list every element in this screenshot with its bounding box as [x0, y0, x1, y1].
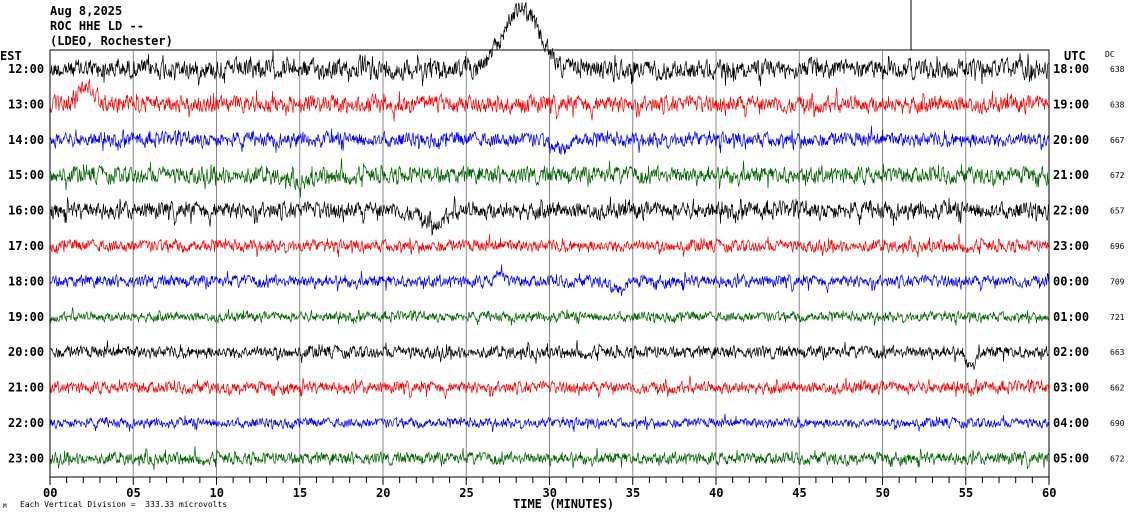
trace-row-1600: [49, 196, 1050, 236]
trace-row-1400: [49, 125, 1050, 155]
x-tick-label: 05: [126, 486, 140, 500]
trace-row-1200: [49, 1, 1050, 87]
x-tick-label: 40: [709, 486, 723, 500]
utc-label: 04:00: [1053, 416, 1089, 430]
dc-value: 667: [1110, 136, 1125, 145]
trace-row-2200: [49, 413, 1050, 432]
est-label: 16:00: [8, 204, 44, 218]
utc-label: 22:00: [1053, 204, 1089, 218]
trace-row-2000: [49, 340, 1050, 370]
trace-row-1800: [49, 264, 1050, 297]
est-label: 14:00: [8, 133, 44, 147]
x-tick-label: 45: [792, 486, 806, 500]
scale-note: Each Vertical Division = 333.33 microvol…: [20, 500, 228, 509]
dc-value: 662: [1110, 384, 1125, 393]
network-label: (LDEO, Rochester): [50, 34, 173, 48]
x-axis-title: TIME (MINUTES): [513, 497, 614, 511]
est-label: 23:00: [8, 451, 44, 465]
dc-value: 696: [1110, 242, 1125, 251]
x-tick-label: 30: [543, 486, 557, 500]
dc-value: 672: [1110, 171, 1125, 180]
est-label: 18:00: [8, 274, 44, 288]
utc-label: 03:00: [1053, 381, 1089, 395]
est-label: 19:00: [8, 310, 44, 324]
utc-label: 05:00: [1053, 451, 1089, 465]
station-label: ROC HHE LD --: [50, 19, 144, 33]
est-label: 13:00: [8, 97, 44, 111]
trace-row-1700: [49, 233, 1050, 258]
trace-row-1500: [49, 158, 1050, 198]
est-label: 20:00: [8, 345, 44, 359]
est-axis-title: EST: [0, 49, 22, 63]
dc-value: 663: [1110, 348, 1125, 357]
utc-axis-title: UTC: [1064, 49, 1086, 63]
trace-row-2100: [49, 375, 1050, 400]
x-tick-label: 20: [376, 486, 390, 500]
x-tick-label: 15: [293, 486, 307, 500]
dc-value: 709: [1110, 277, 1125, 286]
trace-row-1900: [49, 307, 1050, 326]
dc-value: 638: [1110, 100, 1125, 109]
utc-label: 18:00: [1053, 62, 1089, 76]
x-tick-label: 50: [876, 486, 890, 500]
utc-label: 02:00: [1053, 345, 1089, 359]
utc-label: 20:00: [1053, 133, 1089, 147]
utc-label: 21:00: [1053, 168, 1089, 182]
dc-value: 672: [1110, 454, 1125, 463]
x-tick-label: 00: [43, 486, 57, 500]
date-label: Aug 8,2025: [50, 4, 123, 18]
x-tick-label: 60: [1042, 486, 1056, 500]
dc-title: DC: [1105, 50, 1115, 59]
trace-row-1300: [49, 79, 1050, 122]
est-label: 22:00: [8, 416, 44, 430]
utc-label: 00:00: [1053, 274, 1089, 288]
trace-row-2300: [49, 446, 1050, 471]
x-tick-label: 10: [210, 486, 224, 500]
logo-mark: M: [3, 503, 7, 510]
x-tick-label: 35: [626, 486, 640, 500]
dc-value: 638: [1110, 65, 1125, 74]
utc-label: 23:00: [1053, 239, 1089, 253]
x-tick-label: 25: [459, 486, 473, 500]
dc-value: 690: [1110, 419, 1125, 428]
utc-label: 19:00: [1053, 97, 1089, 111]
utc-label: 01:00: [1053, 310, 1089, 324]
est-label: 15:00: [8, 168, 44, 182]
x-tick-label: 55: [959, 486, 973, 500]
est-label: 21:00: [8, 381, 44, 395]
dc-value: 721: [1110, 313, 1125, 322]
est-label: 17:00: [8, 239, 44, 253]
dc-value: 657: [1110, 207, 1125, 216]
est-label: 12:00: [8, 62, 44, 76]
